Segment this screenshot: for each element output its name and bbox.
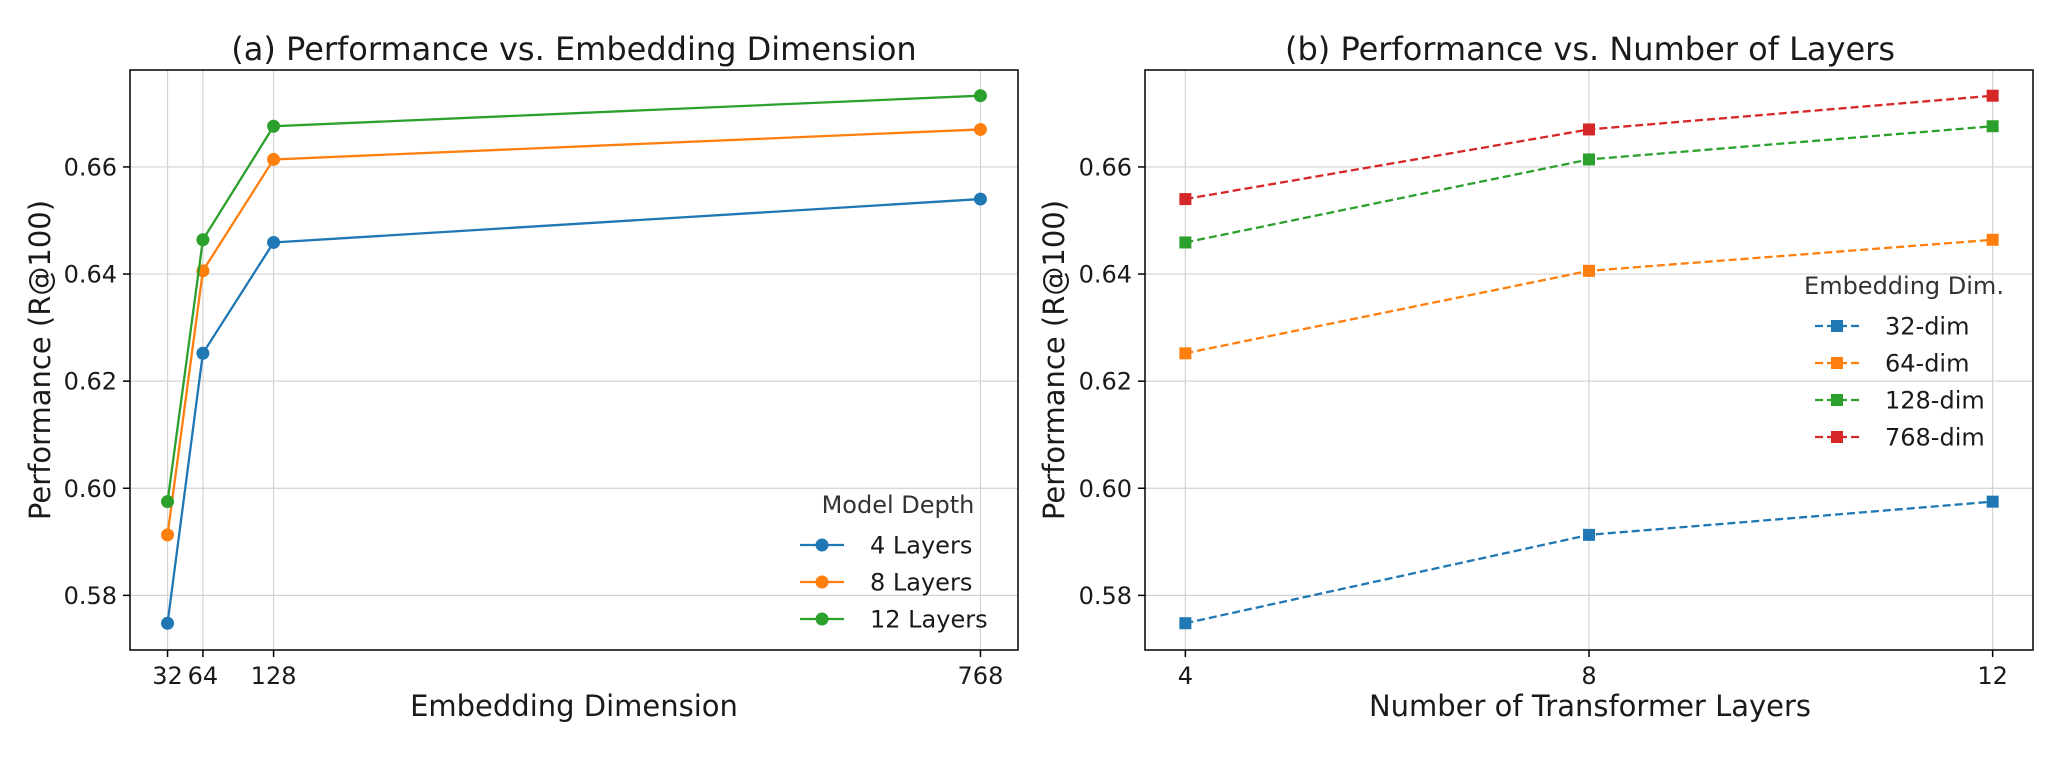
legend-title: Embedding Dim. <box>1804 272 2004 300</box>
data-point <box>196 346 210 360</box>
y-axis-label: Performance (R@100) <box>23 200 57 520</box>
data-point <box>1986 233 1999 246</box>
y-tick-label: 0.60 <box>64 475 117 503</box>
chart-title: (b) Performance vs. Number of Layers <box>1285 30 1895 68</box>
legend-entry: 12 Layers <box>800 606 988 634</box>
data-point <box>1583 123 1595 136</box>
legend-label: 8 Layers <box>870 569 972 597</box>
x-tick-label: 768 <box>958 662 1004 690</box>
series-lines <box>161 89 987 630</box>
series-8-layers <box>161 122 987 542</box>
chart-title: (a) Performance vs. Embedding Dimension <box>231 30 916 68</box>
legend-marker <box>1831 320 1843 332</box>
legend-entry: 8 Layers <box>800 569 972 597</box>
data-point <box>973 192 987 206</box>
legend-entry: 128-dim <box>1815 387 1985 415</box>
legend-label: 768-dim <box>1885 424 1985 452</box>
y-tick-label: 0.66 <box>64 153 117 181</box>
panel-b-number-of-layers: (b) Performance vs. Number of Layers 4 8 1… <box>1037 30 2034 723</box>
data-point <box>267 235 281 249</box>
data-point <box>1583 264 1595 277</box>
x-axis-label: Embedding Dimension <box>410 689 738 723</box>
legend: Embedding Dim. 32-dim 64-dim 128-dim 768-di… <box>1804 272 2004 452</box>
legend-label: 4 Layers <box>870 532 972 560</box>
data-point <box>196 233 210 247</box>
x-tick-label: 64 <box>188 662 219 690</box>
data-point <box>973 122 987 136</box>
data-point <box>973 89 987 103</box>
x-axis-label: Number of Transformer Layers <box>1369 689 1811 723</box>
x-tick-label: 32 <box>152 662 183 690</box>
series-4-layers <box>161 192 987 630</box>
panel-a-embedding-dimension: (a) Performance vs. Embedding Dimension … <box>23 30 1019 723</box>
data-point <box>1986 495 1999 508</box>
axis-ticks: 4 8 12 0.58 0.60 0.62 0.64 0.66 <box>1079 153 2008 690</box>
data-point <box>267 119 281 133</box>
legend-marker <box>1831 394 1843 406</box>
x-tick-label: 12 <box>1977 662 2008 690</box>
legend-marker <box>1831 357 1843 369</box>
legend-marker <box>815 612 829 626</box>
data-point <box>161 495 175 509</box>
y-tick-label: 0.62 <box>1079 368 1132 396</box>
data-point <box>1986 120 1999 133</box>
data-point <box>1179 193 1192 206</box>
y-tick-label: 0.66 <box>1079 153 1132 181</box>
legend-label: 12 Layers <box>870 606 988 634</box>
legend-label: 32-dim <box>1885 313 1969 341</box>
series-12-layers <box>161 89 987 509</box>
data-point <box>1179 236 1192 249</box>
series-32-dim <box>1179 495 1999 630</box>
y-tick-label: 0.64 <box>64 261 117 289</box>
data-point <box>1179 347 1192 360</box>
x-tick-label: 8 <box>1581 662 1596 690</box>
series-lines <box>1179 89 1999 630</box>
data-point <box>267 152 281 166</box>
data-point <box>161 528 175 542</box>
plot-frame <box>129 69 1019 651</box>
data-point <box>1986 89 1999 102</box>
x-tick-label: 128 <box>251 662 297 690</box>
series-768-dim <box>1179 89 1999 206</box>
grid <box>130 70 1018 650</box>
legend-entry: 32-dim <box>1815 313 1969 341</box>
legend-title: Model Depth <box>822 491 975 519</box>
legend: Model Depth 4 Layers 8 Layers 12 Layers <box>800 491 988 634</box>
y-tick-label: 0.62 <box>64 368 117 396</box>
legend-marker <box>815 538 829 552</box>
legend-label: 64-dim <box>1885 350 1969 378</box>
legend-marker <box>815 575 829 589</box>
series-line <box>166 128 981 536</box>
y-tick-label: 0.60 <box>1079 475 1132 503</box>
data-point <box>161 616 175 630</box>
y-tick-label: 0.64 <box>1079 261 1132 289</box>
legend-label: 128-dim <box>1885 387 1985 415</box>
data-point <box>1583 528 1595 541</box>
x-tick-label: 4 <box>1178 662 1193 690</box>
y-tick-label: 0.58 <box>1079 582 1132 610</box>
series-128-dim <box>1179 120 1999 249</box>
legend-entry: 4 Layers <box>800 532 972 560</box>
y-axis-label: Performance (R@100) <box>1037 200 1071 520</box>
series-line <box>166 197 981 624</box>
series-64-dim <box>1179 233 1999 360</box>
legend-entry: 768-dim <box>1815 424 1985 452</box>
y-tick-label: 0.58 <box>64 582 117 610</box>
series-line <box>166 94 981 502</box>
data-point <box>1583 153 1595 166</box>
legend-marker <box>1831 431 1843 443</box>
legend-entry: 64-dim <box>1815 350 1969 378</box>
data-point <box>1179 617 1192 630</box>
axis-ticks: 32 64 128 768 0.58 0.60 0.62 0.64 0.66 <box>64 153 1004 690</box>
